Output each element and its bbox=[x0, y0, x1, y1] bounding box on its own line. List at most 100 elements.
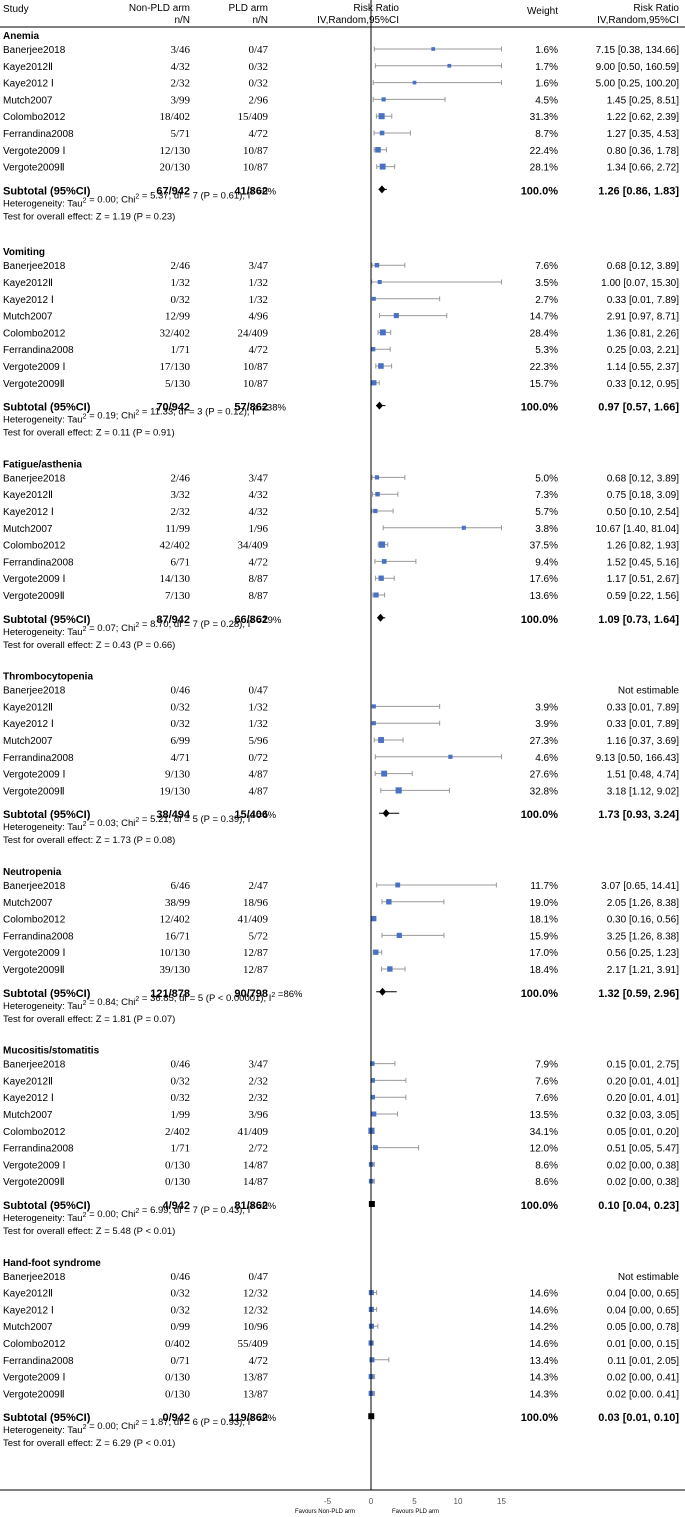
events-pld: 1/32 bbox=[248, 277, 268, 289]
study-rr-ci: 1.22 [0.62, 2.39] bbox=[607, 112, 680, 123]
events-pld: 2/96 bbox=[248, 94, 268, 106]
study-weight: 17.6% bbox=[530, 574, 558, 585]
subtotal-diamond bbox=[376, 613, 384, 622]
superscript: 2 bbox=[135, 193, 139, 200]
events-non-pld: 3/46 bbox=[170, 44, 190, 56]
study-weight: 13.4% bbox=[530, 1356, 558, 1367]
subtotal-label: Subtotal (95%CI) bbox=[3, 185, 91, 197]
superscript: 2 bbox=[250, 189, 254, 196]
study-weight: 17.0% bbox=[530, 948, 558, 959]
events-non-pld: 1/32 bbox=[170, 277, 190, 289]
study-weight: 28.1% bbox=[530, 163, 558, 174]
study-weight: 3.5% bbox=[535, 278, 558, 289]
study-weight: 31.3% bbox=[530, 112, 558, 123]
header-rr-mid-sub: IV,Random,95%CI bbox=[317, 15, 399, 26]
heterogeneity-part: =0% bbox=[254, 1201, 276, 1212]
study-label: Kaye2012Ⅱ bbox=[3, 490, 53, 501]
subtotal-events-pld: 66/862 bbox=[234, 614, 268, 626]
study-label: Vergote2009 Ⅰ bbox=[3, 1160, 65, 1171]
study-label: Ferrandina2008 bbox=[3, 1356, 74, 1367]
events-pld: 0/47 bbox=[248, 1271, 268, 1283]
heterogeneity-text: Heterogeneity: Tau2 = 0.03; Chi2 = 5.21,… bbox=[3, 810, 277, 833]
subtotal-label: Subtotal (95%CI) bbox=[3, 614, 91, 626]
events-pld: 8/87 bbox=[248, 573, 268, 585]
events-non-pld: 2/46 bbox=[170, 260, 190, 272]
group-title: Vomiting bbox=[3, 247, 45, 258]
study-rr-ci: 0.01 [0.00, 0.15] bbox=[607, 1339, 680, 1350]
events-pld: 3/96 bbox=[248, 1109, 268, 1121]
heterogeneity-part: Heterogeneity: Tau bbox=[3, 198, 83, 209]
study-rr-ci: 0.25 [0.03, 2.21] bbox=[607, 345, 680, 356]
heterogeneity-text: Heterogeneity: Tau2 = 0.84; Chi2 = 36.85… bbox=[3, 989, 303, 1012]
heterogeneity-part: =38% bbox=[259, 403, 287, 414]
study-label: Vergote2009Ⅱ bbox=[3, 1389, 65, 1400]
study-label: Mutch2007 bbox=[3, 524, 53, 535]
study-rr-ci: 2.17 [1.21, 3.91] bbox=[607, 965, 680, 976]
study-rr-ci: 0.75 [0.18, 3.09] bbox=[607, 490, 680, 501]
effect-square bbox=[371, 721, 376, 726]
study-weight: 14.7% bbox=[530, 312, 558, 323]
study-weight: 34.1% bbox=[530, 1127, 558, 1138]
events-pld: 1/32 bbox=[248, 718, 268, 730]
study-weight: 12.0% bbox=[530, 1144, 558, 1155]
study-weight: 27.6% bbox=[530, 770, 558, 781]
events-pld: 3/47 bbox=[248, 472, 268, 484]
effect-square bbox=[371, 704, 376, 709]
group-title: Thrombocytopenia bbox=[3, 672, 93, 683]
group-title: Neutropenia bbox=[3, 867, 62, 878]
subtotal-weight: 100.0% bbox=[521, 1200, 559, 1212]
events-pld: 14/87 bbox=[243, 1159, 269, 1171]
subtotal-events-pld: 15/406 bbox=[234, 809, 268, 821]
study-rr-ci: 0.20 [0.01, 4.01] bbox=[607, 1093, 680, 1104]
study-weight: 13.5% bbox=[530, 1110, 558, 1121]
study-label: Vergote2009Ⅱ bbox=[3, 786, 65, 797]
superscript: 2 bbox=[83, 197, 87, 204]
effect-square bbox=[378, 541, 386, 548]
study-weight: 8.6% bbox=[535, 1177, 558, 1188]
study-label: Colombo2012 bbox=[3, 541, 66, 552]
study-rr-ci: 0.02 [0.00, 0.38] bbox=[607, 1177, 680, 1188]
subtotal-rr-ci: 1.73 [0.93, 3.24] bbox=[598, 809, 679, 821]
study-label: Banerjee2018 bbox=[3, 473, 66, 484]
events-pld: 10/87 bbox=[243, 361, 269, 373]
study-label: Banerjee2018 bbox=[3, 261, 66, 272]
events-pld: 3/47 bbox=[248, 1059, 268, 1071]
study-weight: 13.6% bbox=[530, 591, 558, 602]
study-rr-ci: 5.00 [0.25, 100.20] bbox=[596, 79, 680, 90]
study-weight: 22.4% bbox=[530, 146, 558, 157]
header-study: Study bbox=[3, 4, 29, 15]
study-weight: 7.6% bbox=[535, 1076, 558, 1087]
study-rr-ci: 0.33 [0.01, 7.89] bbox=[607, 295, 680, 306]
heterogeneity-part: Heterogeneity: Tau bbox=[3, 822, 83, 833]
events-non-pld: 0/32 bbox=[170, 1092, 190, 1104]
study-label: Kaye2012Ⅱ bbox=[3, 62, 53, 73]
superscript: 2 bbox=[83, 821, 87, 828]
heterogeneity-part: = 0.03; Chi bbox=[86, 818, 135, 829]
study-weight: 18.4% bbox=[530, 965, 558, 976]
events-non-pld: 4/32 bbox=[170, 61, 190, 73]
study-label: Colombo2012 bbox=[3, 112, 66, 123]
events-non-pld: 4/71 bbox=[170, 752, 190, 764]
study-label: Ferrandina2008 bbox=[3, 753, 74, 764]
study-rr-ci: 0.04 [0.00, 0.65] bbox=[607, 1289, 680, 1300]
events-non-pld: 42/402 bbox=[159, 540, 190, 552]
study-label: Colombo2012 bbox=[3, 1339, 66, 1350]
events-non-pld: 0/99 bbox=[170, 1321, 190, 1333]
study-weight: 7.6% bbox=[535, 1093, 558, 1104]
events-non-pld: 5/71 bbox=[170, 128, 190, 140]
events-pld: 10/87 bbox=[243, 162, 269, 174]
subtotal-rr-ci: 1.26 [0.86, 1.83] bbox=[598, 185, 679, 197]
events-non-pld: 6/71 bbox=[170, 556, 190, 568]
study-rr-ci: 1.45 [0.25, 8.51] bbox=[607, 95, 680, 106]
overall-effect-text: Test for overall effect: Z = 6.29 (P < 0… bbox=[3, 1438, 175, 1449]
events-non-pld: 17/130 bbox=[159, 361, 190, 373]
events-non-pld: 0/130 bbox=[165, 1388, 191, 1400]
study-weight: 14.3% bbox=[530, 1389, 558, 1400]
effect-square bbox=[395, 882, 401, 888]
heterogeneity-part: = 36.85, df = 5 (P < 0.00001); I bbox=[139, 993, 271, 1004]
header-pld-sub: n/N bbox=[252, 15, 268, 26]
events-pld: 2/72 bbox=[248, 1143, 268, 1155]
study-rr-ci: 9.13 [0.50, 166.43] bbox=[596, 753, 680, 764]
group-title: Anemia bbox=[3, 31, 40, 42]
effect-square bbox=[431, 47, 436, 51]
